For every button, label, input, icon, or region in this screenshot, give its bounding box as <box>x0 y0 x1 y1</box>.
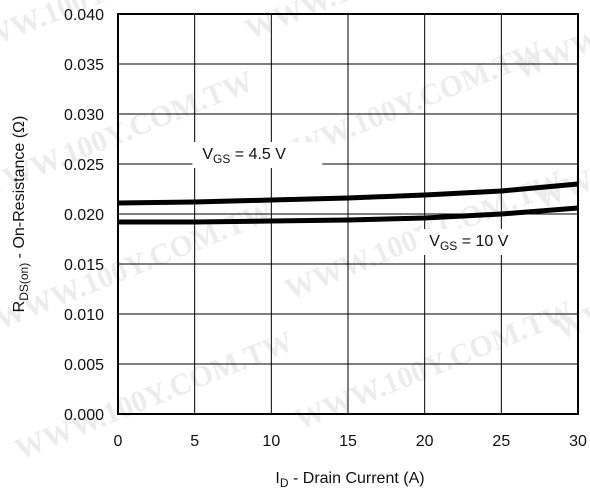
y-tick-label: 0.025 <box>64 157 104 174</box>
watermark-text: WWW.100Y.COM.TW <box>240 0 528 46</box>
y-axis-ticks: 0.000 0.005 0.010 0.015 0.020 0.025 0.030 0.035… <box>64 7 104 424</box>
watermark-text: WWW.100Y.COM.TW <box>10 325 298 467</box>
y-tick-label: 0.010 <box>64 307 104 324</box>
x-axis-label: ID - Drain Current (A) <box>275 470 424 490</box>
x-tick-label: 10 <box>262 433 280 450</box>
y-tick-label: 0.040 <box>64 7 104 24</box>
watermark-text: WWW.100Y.COM.TW <box>0 65 258 207</box>
x-tick-label: 5 <box>190 433 199 450</box>
y-tick-label: 0.000 <box>64 407 104 424</box>
x-tick-label: 20 <box>416 433 434 450</box>
watermark-text: WWW.100Y.COM.TW <box>0 195 278 337</box>
y-axis-label: RDS(on) - On-Resistance (Ω) <box>11 116 31 313</box>
y-tick-label: 0.015 <box>64 257 104 274</box>
x-tick-label: 15 <box>339 433 357 450</box>
y-tick-label: 0.020 <box>64 207 104 224</box>
y-tick-label: 0.030 <box>64 107 104 124</box>
watermark-text: WWW.100Y.COM.TW <box>290 295 578 437</box>
x-tick-label: 30 <box>569 433 587 450</box>
x-tick-label: 25 <box>492 433 510 450</box>
x-tick-label: 0 <box>114 433 123 450</box>
y-tick-label: 0.035 <box>64 57 104 74</box>
y-tick-label: 0.005 <box>64 357 104 374</box>
x-axis-ticks: 0 5 10 15 20 25 30 <box>114 433 587 450</box>
